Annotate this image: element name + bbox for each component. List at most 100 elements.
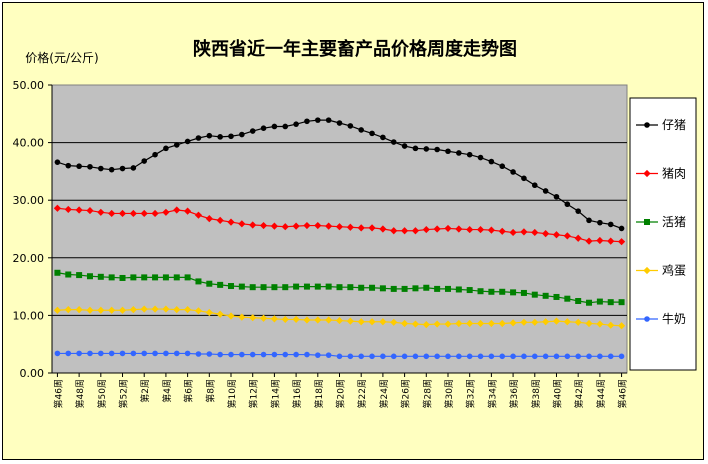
- x-tick-label: 第22周: [356, 379, 368, 408]
- data-point: [401, 353, 408, 360]
- data-point: [152, 274, 159, 281]
- data-point: [380, 353, 386, 360]
- data-point: [586, 353, 592, 360]
- data-point: [282, 351, 289, 358]
- data-point: [597, 219, 603, 226]
- series-3: [54, 269, 625, 306]
- data-point: [390, 139, 397, 145]
- data-point: [434, 285, 441, 292]
- data-point: [585, 319, 593, 328]
- data-point: [282, 284, 289, 291]
- x-tick-label: 第14周: [269, 379, 281, 408]
- data-point: [411, 320, 420, 328]
- data-point: [293, 121, 299, 127]
- data-point: [553, 353, 560, 360]
- data-point: [380, 134, 386, 141]
- data-point: [87, 350, 93, 357]
- data-point: [510, 289, 517, 296]
- y-axis-label: 价格(元/公斤): [25, 50, 98, 65]
- data-point: [607, 237, 615, 245]
- data-point: [314, 283, 321, 290]
- data-point: [206, 351, 213, 357]
- data-point: [379, 225, 387, 233]
- data-point: [98, 350, 104, 357]
- data-point: [433, 225, 441, 233]
- data-point: [586, 299, 593, 306]
- data-point: [249, 314, 257, 322]
- data-point: [358, 284, 365, 291]
- data-point: [119, 165, 126, 172]
- data-point: [64, 205, 72, 214]
- data-point: [141, 350, 148, 357]
- data-point: [173, 274, 180, 281]
- data-point: [466, 353, 473, 360]
- data-point: [488, 158, 495, 165]
- data-point: [76, 163, 82, 170]
- data-point: [303, 283, 310, 290]
- data-point: [563, 232, 571, 240]
- x-tick-label: 第6周: [183, 379, 195, 403]
- data-point: [390, 285, 397, 292]
- legend-label: 猪肉: [662, 167, 686, 181]
- data-point: [412, 145, 419, 152]
- x-tick-label: 第48周: [74, 379, 86, 408]
- data-point: [368, 318, 376, 326]
- x-tick-label: 第46周: [617, 379, 629, 408]
- data-point: [445, 353, 451, 360]
- x-tick-label: 第44周: [595, 379, 607, 408]
- data-point: [227, 218, 235, 226]
- data-point: [184, 138, 191, 145]
- legend-item: 活猪: [636, 215, 686, 229]
- data-point: [466, 287, 473, 294]
- data-point: [499, 353, 506, 360]
- legend-item: 猪肉: [636, 167, 686, 181]
- data-point: [423, 284, 430, 291]
- data-point: [173, 350, 180, 357]
- legend-marker: [644, 316, 650, 322]
- data-point: [434, 353, 440, 360]
- data-point: [617, 238, 626, 246]
- data-point: [75, 206, 83, 214]
- data-point: [87, 163, 93, 170]
- data-point: [108, 350, 115, 357]
- data-point: [401, 143, 408, 149]
- data-point: [433, 320, 441, 328]
- data-point: [325, 352, 332, 358]
- series-4: [53, 305, 626, 330]
- data-point: [270, 222, 279, 230]
- data-point: [314, 316, 322, 324]
- data-point: [586, 217, 592, 224]
- data-point: [217, 134, 223, 140]
- y-tick-label: 40.00: [13, 137, 45, 150]
- data-point: [259, 314, 268, 322]
- data-point: [553, 193, 560, 200]
- data-point: [477, 353, 484, 360]
- data-point: [119, 350, 126, 357]
- data-point: [466, 319, 474, 328]
- data-point: [54, 269, 61, 276]
- data-point: [293, 283, 300, 290]
- data-point: [488, 353, 495, 360]
- data-point: [509, 228, 517, 237]
- data-point: [335, 223, 344, 231]
- data-point: [358, 127, 364, 133]
- data-point: [239, 351, 245, 358]
- data-point: [184, 274, 191, 281]
- data-point: [618, 353, 625, 360]
- data-point: [476, 225, 485, 234]
- data-point: [390, 227, 398, 235]
- data-point: [130, 274, 137, 281]
- data-point: [596, 236, 604, 245]
- data-point: [542, 292, 549, 299]
- data-point: [108, 306, 116, 314]
- x-tick-label: 第8周: [204, 379, 216, 403]
- data-point: [173, 142, 180, 148]
- data-point: [65, 271, 72, 278]
- data-point: [325, 283, 332, 290]
- legend-marker: [644, 219, 650, 225]
- data-point: [53, 204, 62, 212]
- data-point: [412, 353, 419, 360]
- data-point: [369, 353, 375, 360]
- data-point: [162, 274, 169, 281]
- data-point: [260, 351, 267, 358]
